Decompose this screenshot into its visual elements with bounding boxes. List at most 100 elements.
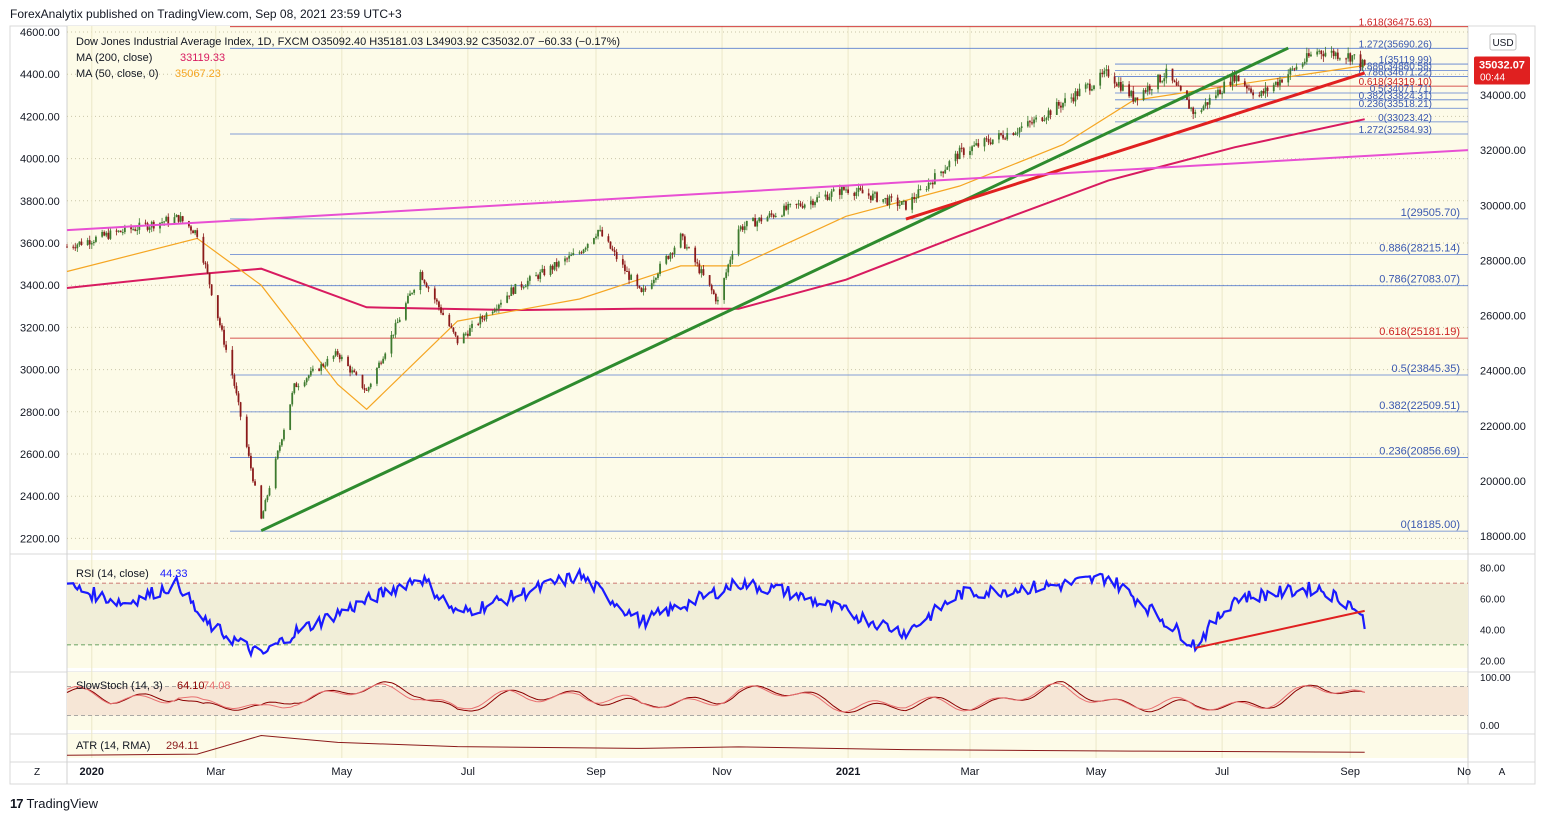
candle-body [194, 230, 197, 234]
candle-body [1142, 90, 1145, 100]
candle-body [564, 258, 566, 262]
candle-body [845, 189, 847, 191]
candle-body [1310, 54, 1312, 57]
candle-body [1173, 80, 1176, 83]
candle-body [231, 349, 234, 376]
candle-body [510, 287, 513, 296]
zoom-button[interactable]: Z [34, 767, 40, 778]
candle-body [642, 288, 645, 292]
candle-body [260, 485, 263, 519]
candle-body [655, 278, 657, 280]
candle-body [74, 247, 77, 249]
ma200-line [66, 118, 1365, 312]
candle-body [1237, 75, 1240, 82]
rsi-red-trendline[interactable] [1195, 609, 1365, 649]
currency-badge[interactable] [1489, 33, 1517, 51]
candle-body [1064, 98, 1066, 103]
candle-body [774, 215, 777, 217]
candle-body [723, 278, 726, 300]
candle-body [1258, 95, 1261, 97]
candle-body [485, 313, 488, 319]
green-trendline[interactable] [260, 46, 1289, 533]
candle-body [580, 252, 583, 254]
candle-body [1322, 54, 1325, 57]
candle-body [264, 500, 267, 512]
right-axis-tick-label: 34000.00 [1480, 90, 1526, 102]
candle-body [1223, 81, 1226, 94]
candle-body [1332, 50, 1335, 57]
candle-body [1303, 61, 1306, 64]
candle-body [1235, 75, 1238, 82]
candle-body [512, 287, 515, 294]
candle-body [1006, 133, 1009, 140]
candle-body [855, 191, 858, 196]
candle-body [673, 247, 676, 254]
candle-body [638, 285, 641, 288]
candle-body [1078, 88, 1081, 97]
bar-countdown-label: 00:44 [1480, 72, 1505, 83]
candle-body [76, 244, 79, 249]
candle-body [1320, 50, 1323, 55]
candle-body [919, 189, 922, 191]
publisher-line: ForexAnalytix published on TradingView.c… [10, 7, 402, 21]
candle-body [433, 288, 436, 300]
right-axis-tick-label: 32000.00 [1480, 145, 1526, 157]
candle-body [898, 204, 901, 206]
candle-body [1076, 91, 1079, 97]
candle-body [1101, 72, 1104, 75]
candle-body [1231, 72, 1234, 86]
candle-body [427, 287, 430, 289]
candle-body [539, 272, 542, 279]
candle-body [1301, 63, 1304, 67]
candle-body [92, 241, 95, 244]
candle-body [107, 232, 110, 239]
candle-body [960, 147, 963, 149]
candle-body [471, 323, 473, 329]
pink-trendline[interactable] [66, 149, 1469, 232]
candle-body [481, 316, 484, 319]
candle-body [737, 229, 740, 255]
candle-body [671, 253, 674, 255]
candle-body [382, 358, 385, 364]
candle-body [1150, 89, 1153, 91]
candle-body [355, 372, 358, 375]
candle-body [708, 275, 711, 286]
candle-body [698, 263, 701, 274]
candle-body [435, 299, 438, 302]
candle-body [438, 301, 440, 308]
fib-level-label: 0.618(34319.10) [1359, 77, 1432, 88]
candle-body [582, 249, 585, 253]
candle-body [86, 240, 89, 246]
auto-scale-button[interactable]: A [1499, 767, 1506, 778]
tradingview-logo[interactable]: 17 TradingView [10, 796, 98, 811]
chart-canvas[interactable]: 1(29505.70) 0.886(28215.14) 0.786(27083.07… [0, 0, 1545, 790]
candle-body [942, 171, 945, 174]
candle-body [380, 362, 382, 364]
candle-body [1208, 97, 1211, 105]
candle-body [289, 404, 292, 430]
candle-body [210, 284, 213, 296]
candle-body [146, 223, 149, 230]
red-trendline[interactable] [905, 71, 1366, 221]
candle-body [1132, 90, 1135, 102]
candle-body [826, 194, 829, 200]
candle-body [760, 217, 763, 222]
legend-ma200-value: 33119.33 [180, 52, 225, 64]
candle-body [462, 333, 465, 344]
candle-body [1279, 79, 1281, 86]
x-axis-tick-label: Jul [461, 766, 475, 778]
candle-body [756, 221, 759, 227]
candle-body [884, 197, 887, 200]
candle-body [925, 189, 928, 191]
left-axis-tick-label: 4200.00 [20, 111, 60, 123]
candle-body [1031, 122, 1033, 124]
fib-level-label: 0.618(25181.19) [1379, 326, 1460, 338]
candle-body [609, 241, 612, 249]
candle-body [1128, 84, 1131, 97]
candle-body [336, 351, 339, 355]
candle-body [105, 232, 108, 236]
candle-body [1105, 69, 1108, 71]
candle-body [361, 374, 364, 388]
fib-level-label: 0.886(34880.58) [1359, 62, 1432, 73]
candle-body [669, 253, 672, 259]
